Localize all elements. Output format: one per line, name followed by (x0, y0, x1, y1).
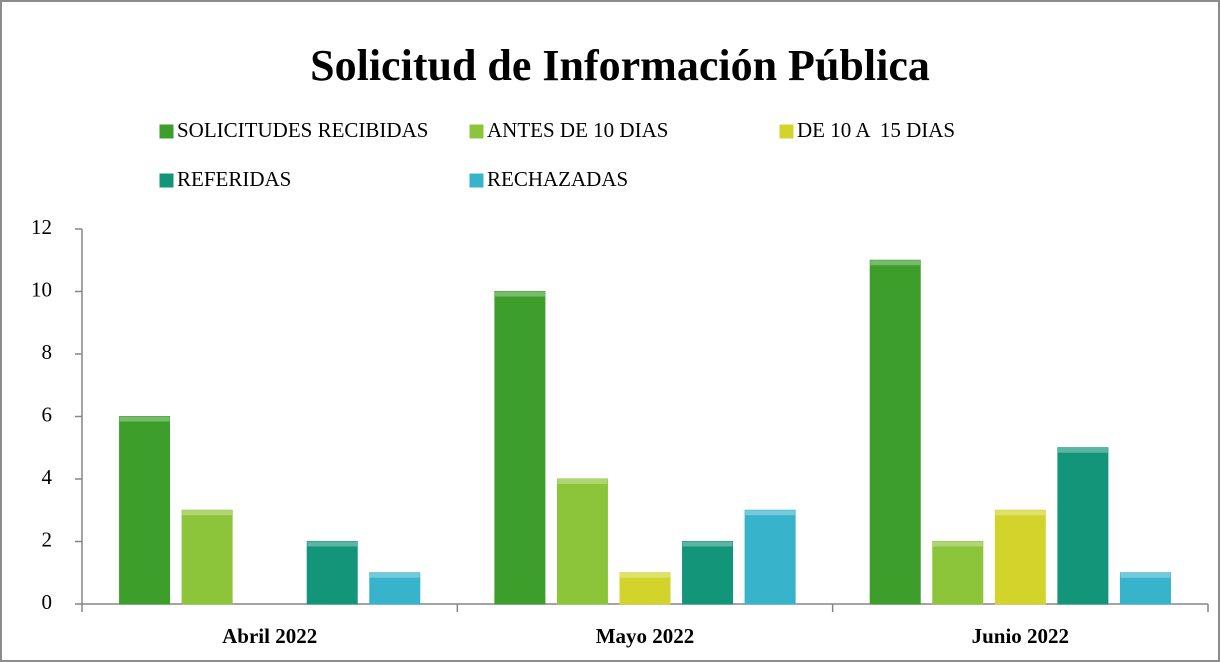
legend-marker (779, 124, 794, 139)
legend-label: ANTES DE 10 DIAS (487, 118, 668, 142)
bar (494, 291, 546, 605)
legend-label: SOLICITUDES RECIBIDAS (177, 118, 428, 142)
x-tick-label: Mayo 2022 (596, 624, 695, 648)
chart-title: Solicitud de Información Pública (310, 41, 930, 90)
bar-cap (119, 416, 170, 422)
bar-cap (620, 572, 670, 578)
bar (869, 259, 921, 605)
bar-cap (932, 541, 983, 547)
bar-cap (369, 572, 420, 578)
bar (619, 572, 671, 605)
legend-label: RECHAZADAS (487, 167, 628, 191)
bar (119, 416, 171, 605)
bar-cap (1120, 572, 1171, 578)
bar (181, 509, 233, 605)
bar-cap (557, 479, 608, 484)
y-tick-label: 10 (31, 277, 52, 301)
legend-marker (159, 173, 174, 188)
y-tick-label: 0 (42, 590, 53, 614)
bar-cap (1057, 447, 1108, 453)
y-tick-label: 4 (42, 465, 53, 489)
y-tick-label: 6 (42, 402, 53, 426)
bar-cap (870, 260, 921, 266)
legend-marker (469, 124, 484, 139)
x-tick-label: Abril 2022 (222, 624, 317, 648)
bar-cap (494, 291, 545, 297)
bar-cap (682, 541, 733, 547)
x-tick-label: Junio 2022 (972, 624, 1069, 648)
bar (682, 541, 734, 605)
y-tick-label: 2 (42, 527, 53, 551)
bar-cap (745, 510, 796, 516)
legend-marker (159, 124, 174, 139)
bar (744, 509, 796, 605)
bar (994, 509, 1046, 605)
bar-cap (307, 541, 358, 547)
bar (932, 541, 984, 605)
y-tick-label: 8 (42, 340, 53, 364)
bar-cap (995, 510, 1046, 516)
y-tick-label: 12 (31, 215, 52, 239)
bar (306, 541, 358, 605)
bar (1057, 447, 1109, 605)
bar (556, 478, 608, 605)
legend-marker (469, 173, 484, 188)
bar (1119, 572, 1171, 605)
legend-label: DE 10 A 15 DIAS (797, 118, 955, 142)
bar-cap (182, 510, 233, 516)
legend-label: REFERIDAS (177, 167, 291, 191)
bar (369, 572, 421, 605)
